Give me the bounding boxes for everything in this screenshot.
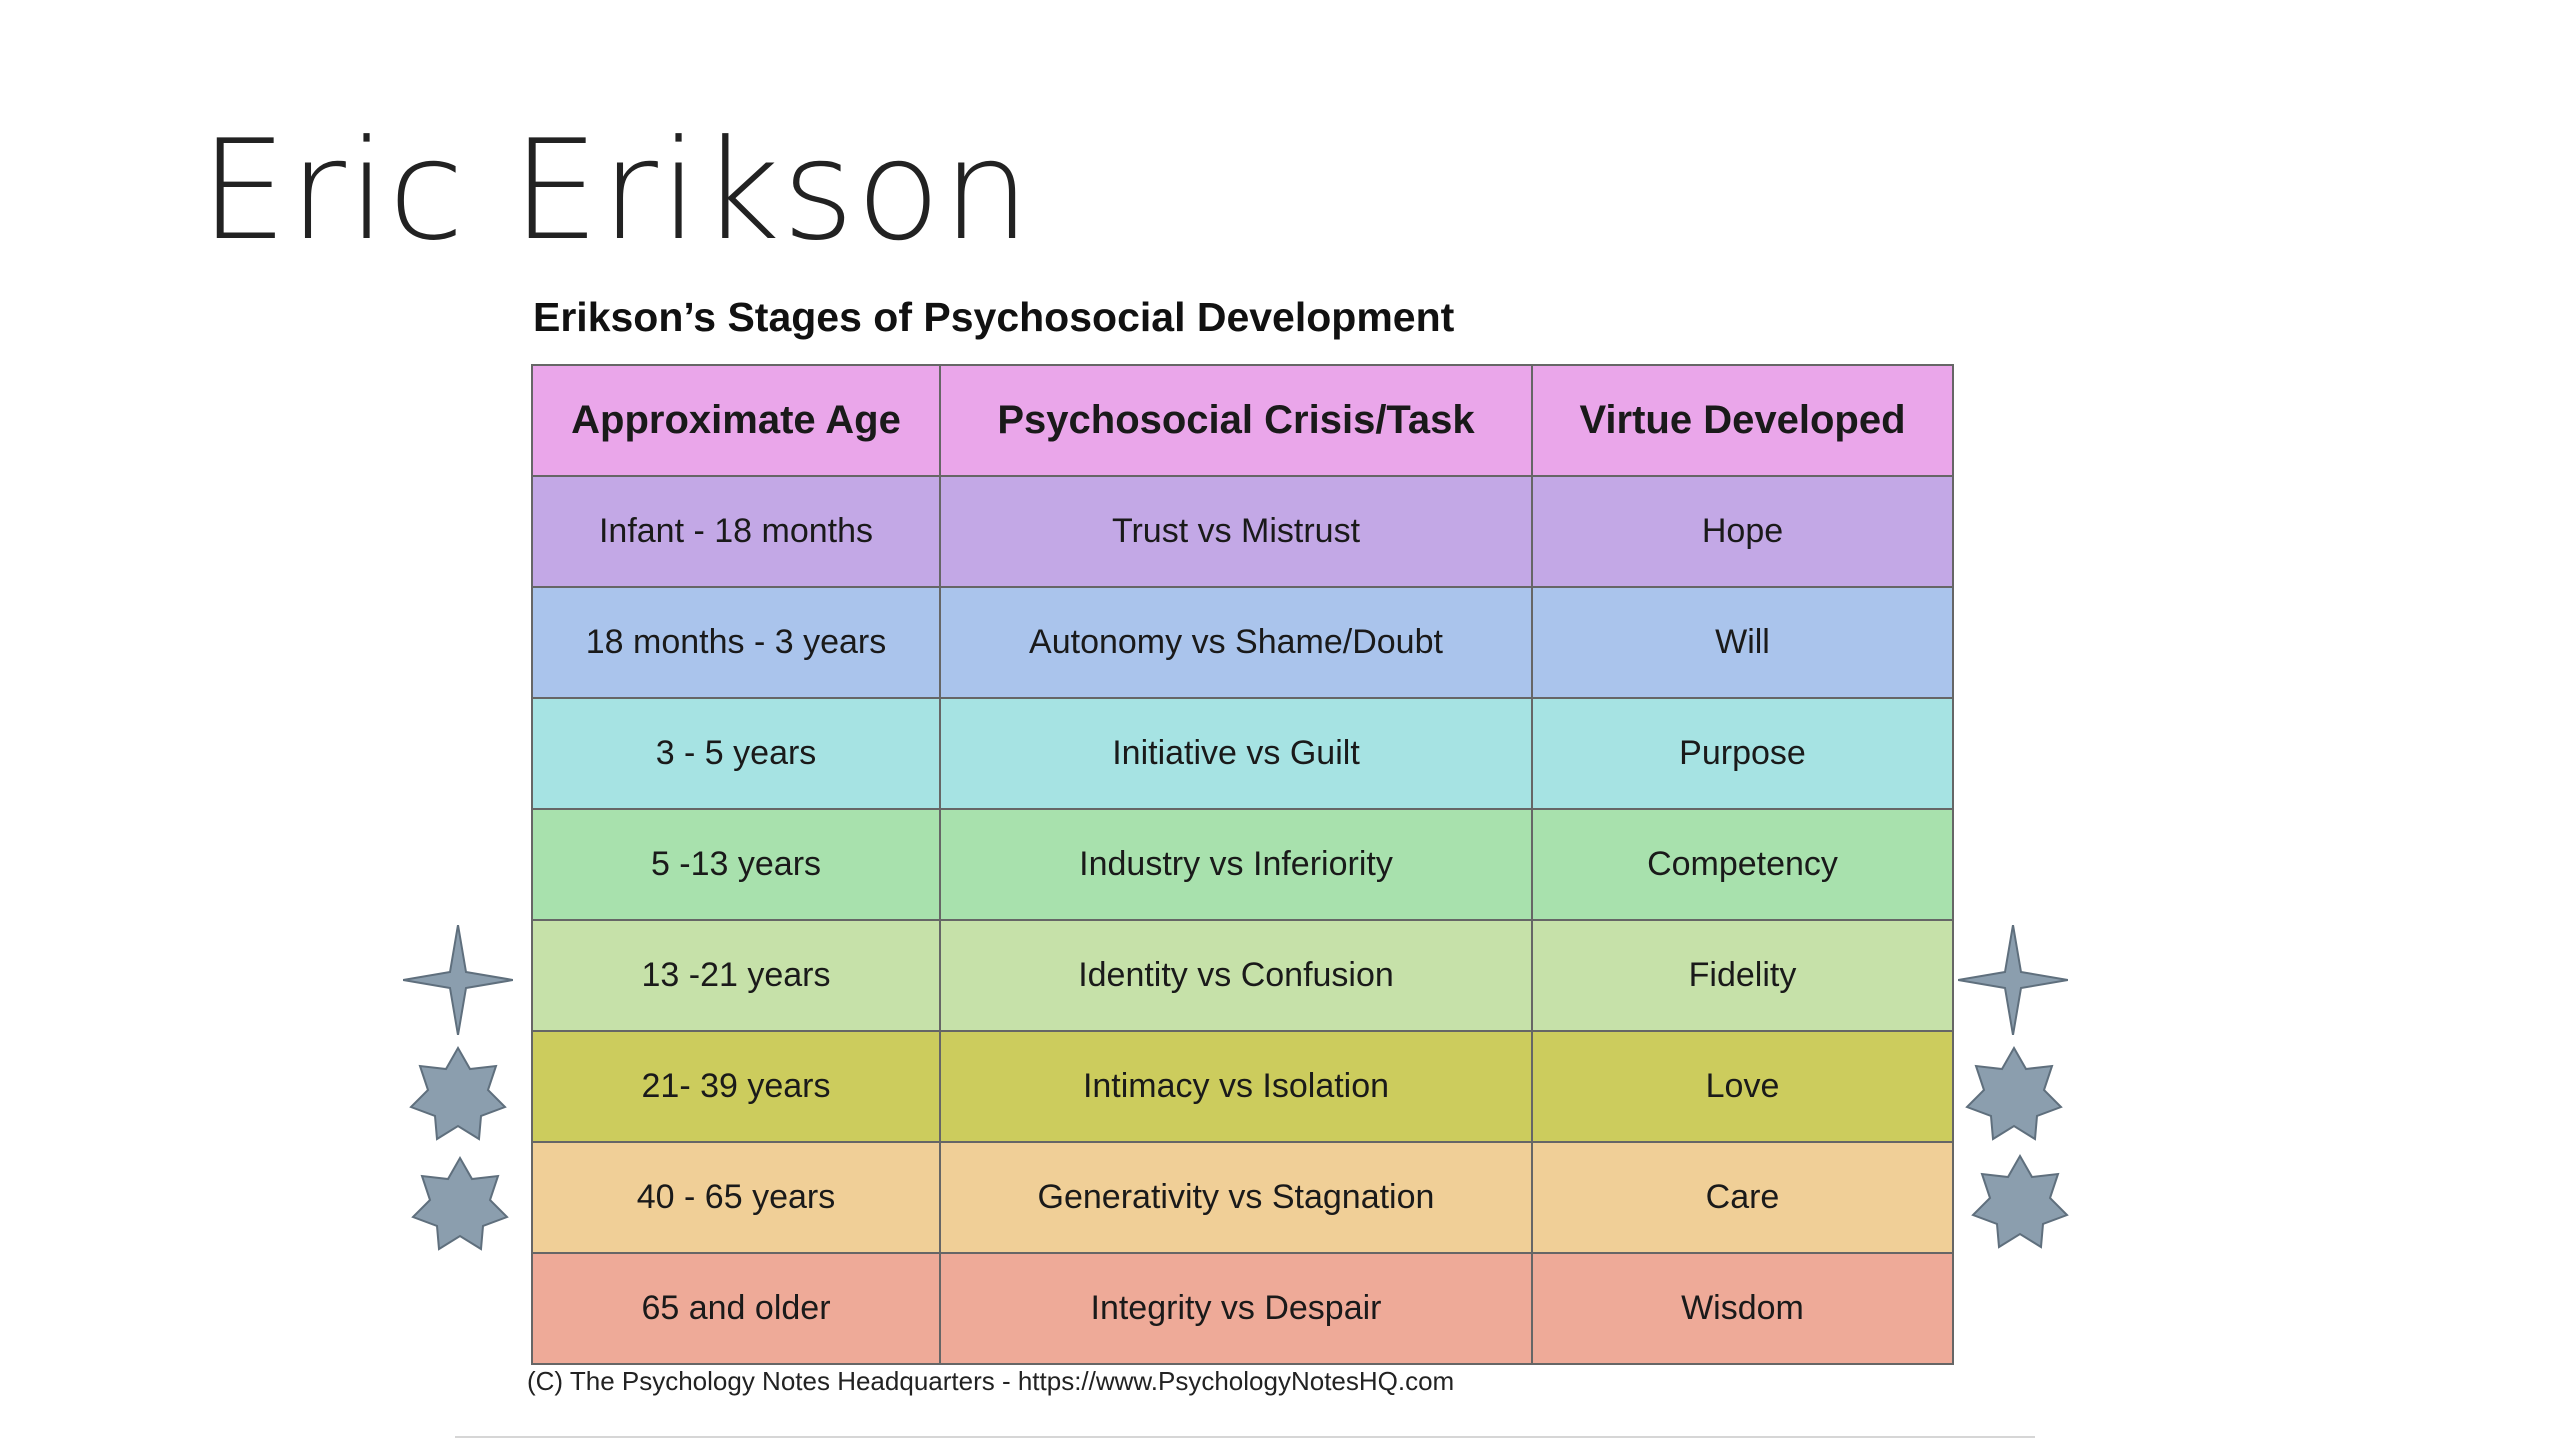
crisis-cell: Autonomy vs Shame/Doubt xyxy=(939,586,1533,699)
virtue-cell: Will xyxy=(1531,586,1954,699)
virtue-cell: Care xyxy=(1531,1141,1954,1254)
table-row: 40 - 65 years Generativity vs Stagnation… xyxy=(531,1141,1954,1254)
age-cell: Infant - 18 months xyxy=(531,475,941,588)
virtue-cell: Hope xyxy=(1531,475,1954,588)
column-header-virtue: Virtue Developed xyxy=(1531,364,1954,477)
table-header-row: Approximate Age Psychosocial Crisis/Task… xyxy=(531,364,1954,477)
age-cell: 13 -21 years xyxy=(531,919,941,1032)
table-heading: Erikson’s Stages of Psychosocial Develop… xyxy=(533,294,1455,340)
column-header-age: Approximate Age xyxy=(531,364,941,477)
age-cell: 3 - 5 years xyxy=(531,697,941,810)
table-row: 13 -21 years Identity vs Confusion Fidel… xyxy=(531,919,1954,1032)
seven-point-star-icon xyxy=(1964,1148,2076,1260)
four-point-star-icon xyxy=(1958,925,2068,1035)
table-row: Infant - 18 months Trust vs Mistrust Hop… xyxy=(531,475,1954,588)
source-citation: (C) The Psychology Notes Headquarters - … xyxy=(527,1366,1455,1396)
table-row: 5 -13 years Industry vs Inferiority Comp… xyxy=(531,808,1954,921)
four-point-star-icon xyxy=(403,925,513,1035)
virtue-cell: Purpose xyxy=(1531,697,1954,810)
virtue-cell: Love xyxy=(1531,1030,1954,1143)
seven-point-star-icon xyxy=(1958,1040,2070,1152)
table-row: 21- 39 years Intimacy vs Isolation Love xyxy=(531,1030,1954,1143)
virtue-cell: Wisdom xyxy=(1531,1252,1954,1365)
age-cell: 65 and older xyxy=(531,1252,941,1365)
crisis-cell: Intimacy vs Isolation xyxy=(939,1030,1533,1143)
age-cell: 5 -13 years xyxy=(531,808,941,921)
crisis-cell: Generativity vs Stagnation xyxy=(939,1141,1533,1254)
table-row: 18 months - 3 years Autonomy vs Shame/Do… xyxy=(531,586,1954,699)
seven-point-star-icon xyxy=(404,1150,516,1262)
virtue-cell: Fidelity xyxy=(1531,919,1954,1032)
crisis-cell: Industry vs Inferiority xyxy=(939,808,1533,921)
table-row: 3 - 5 years Initiative vs Guilt Purpose xyxy=(531,697,1954,810)
slide-title: Eric Erikson xyxy=(200,110,1032,271)
table-row: 65 and older Integrity vs Despair Wisdom xyxy=(531,1252,1954,1365)
age-cell: 18 months - 3 years xyxy=(531,586,941,699)
age-cell: 40 - 65 years xyxy=(531,1141,941,1254)
crisis-cell: Initiative vs Guilt xyxy=(939,697,1533,810)
seven-point-star-icon xyxy=(402,1040,514,1152)
virtue-cell: Competency xyxy=(1531,808,1954,921)
crisis-cell: Identity vs Confusion xyxy=(939,919,1533,1032)
crisis-cell: Trust vs Mistrust xyxy=(939,475,1533,588)
erikson-stages-table: Approximate Age Psychosocial Crisis/Task… xyxy=(531,364,1954,1365)
bottom-divider xyxy=(455,1436,2035,1438)
age-cell: 21- 39 years xyxy=(531,1030,941,1143)
column-header-crisis: Psychosocial Crisis/Task xyxy=(939,364,1533,477)
crisis-cell: Integrity vs Despair xyxy=(939,1252,1533,1365)
